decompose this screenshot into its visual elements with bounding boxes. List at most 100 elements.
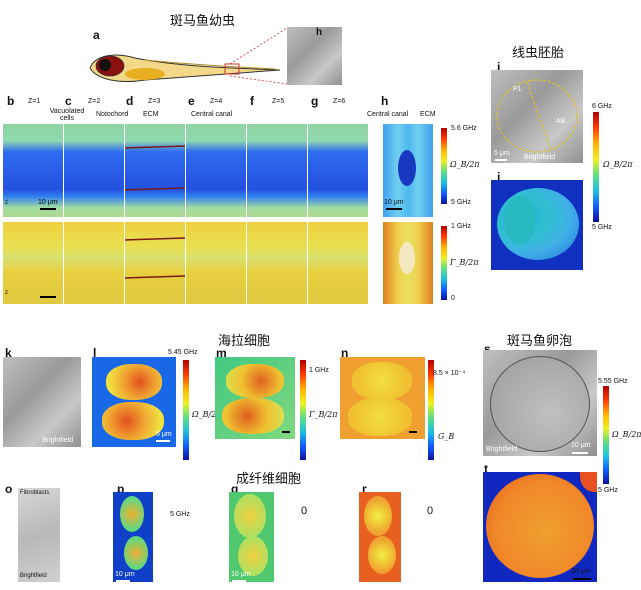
annotation-central-canal: Central canal: [191, 111, 233, 118]
brightfield-label-s: Brightfield: [486, 446, 518, 453]
panel-letter-l: l: [93, 346, 97, 360]
scalebar-h-row1: [386, 208, 402, 210]
fibroblast-2-shift: [124, 536, 148, 570]
title-nematode-embryo: 线虫胚胎: [512, 46, 565, 61]
annotation-ecm-h: ECM: [420, 111, 436, 118]
scalebar-text-b-row1: 10 μm: [38, 199, 58, 206]
panel-letter-d: d: [126, 94, 134, 108]
annotation-vacuolated-cells: Vacuolated cells: [49, 108, 85, 122]
colorbar-row2: [441, 226, 447, 300]
colorbar-row2-symbol: Γ_B/2π: [450, 258, 479, 267]
panel-c-shift: [64, 124, 124, 217]
label-ab: AB: [556, 118, 566, 125]
panel-letter-p: p: [117, 482, 125, 496]
brightfield-label-k: Brightfield: [42, 437, 74, 444]
colorbar-hela-width: [300, 360, 306, 460]
panel-g-shift: [308, 124, 368, 217]
colorbar-row1: [441, 128, 447, 204]
label-p1: P1: [513, 86, 522, 93]
zebrafish-larva-drawing: [89, 54, 281, 82]
panel-letter-k: k: [5, 346, 12, 360]
ecm-lines-row2: [125, 237, 185, 279]
panel-g-width: [308, 222, 368, 304]
colorbar-hela-gain-top: 8.5 × 10⁻⁴: [433, 370, 466, 377]
scalebar-m: [282, 431, 290, 433]
colorbar-hela-shift-top: 5.45 GHz: [168, 349, 198, 356]
panel-letter-j: j: [497, 170, 501, 184]
panel-letter-r: r: [362, 482, 367, 496]
scalebar-p: [116, 580, 130, 582]
panel-letter-g: g: [311, 94, 319, 108]
annotation-ecm: ECM: [143, 111, 159, 118]
oocyte-shift: [486, 474, 594, 578]
colorbar-hela-width-bottom: 0: [301, 505, 308, 517]
fibroblast-1-gain: [364, 496, 392, 536]
scalebar-text-q: 10 μm: [231, 571, 251, 578]
annotation-central-canal-h: Central canal: [367, 111, 409, 118]
z-label-5: Z=5: [272, 98, 285, 105]
colorbar-hela-gain-symbol: G_B: [438, 432, 455, 441]
colorbar-hela-shift-symbol: Ω_B/2π: [192, 410, 222, 419]
fibroblast-2-gain: [368, 536, 396, 574]
panel-letter-o: o: [5, 482, 13, 496]
colorbar-hela-gain-bottom: 0: [427, 505, 434, 517]
scalebar-b-row2: [40, 296, 56, 298]
colorbar-row2-top: 1 GHz: [451, 223, 471, 230]
panel-letter-f: f: [250, 94, 254, 108]
z-label-2: Z=2: [88, 98, 101, 105]
panel-e-width: [186, 222, 246, 304]
panel-letter-n: n: [341, 346, 349, 360]
scalebar-text-t: 10 μm: [571, 568, 591, 575]
brightfield-label-o: Brightfield: [20, 573, 47, 579]
scalebar-b-row1: [40, 208, 56, 210]
colorbar-oocyte: [603, 386, 609, 484]
colorbar-row1-bottom: 5 GHz: [451, 199, 471, 206]
title-zebrafish-oocyte: 斑马鱼卵泡: [507, 334, 573, 349]
title-hela-cells: 海拉细胞: [218, 334, 271, 349]
fibroblasts-label: Fibroblasts: [20, 490, 50, 496]
colorbar-row2-bottom: 0: [451, 295, 455, 302]
central-canal-h-width: [399, 242, 415, 274]
panel-letter-m: m: [216, 346, 227, 360]
panel-letter-t: t: [484, 462, 488, 476]
colorbar-hela-width-symbol: Γ_B/2π: [309, 410, 338, 419]
panel-letter-h: h: [381, 94, 389, 108]
colorbar-nematode-symbol: Ω_B/2π: [603, 160, 633, 169]
colorbar-nematode-top: 6 GHz: [592, 103, 612, 110]
colorbar-oocyte-symbol: Ω_B/2π: [612, 430, 641, 439]
colorbar-hela-width-top: 1 GHz: [309, 367, 329, 374]
colorbar-hela-shift: [183, 360, 189, 460]
colorbar-oocyte-top: 5.55 GHz: [598, 378, 628, 385]
panel-letter-e: e: [188, 94, 195, 108]
panel-b-width: [3, 222, 63, 304]
panel-e-shift: [186, 124, 246, 217]
z-label-6: Z=6: [333, 98, 346, 105]
scalebar-l: [156, 440, 170, 442]
scalebar-q: [232, 580, 246, 582]
panel-i-brightfield: [491, 70, 583, 163]
colorbar-hela-gain: [428, 360, 434, 460]
scalebar-text-p: 10 μm: [115, 571, 135, 578]
scalebar-text-i: 5 μm: [494, 150, 510, 157]
panel-letter-s: s: [484, 342, 491, 356]
colorbar-nematode: [593, 112, 599, 222]
panel-d-width: [125, 222, 185, 304]
larva-zoom-image: [287, 27, 342, 85]
scalebar-t: [573, 578, 591, 580]
fibroblast-1-width: [234, 494, 266, 538]
panel-letter-i: i: [497, 60, 501, 74]
embryo-outline: [496, 79, 578, 153]
colorbar-row1-symbol: Ω_B/2π: [450, 160, 480, 169]
z-label-1: Z=1: [28, 98, 41, 105]
fibroblast-1-shift: [120, 496, 144, 532]
fibroblast-2-width: [238, 536, 268, 576]
scalebar-s: [572, 452, 588, 454]
oocyte-brightfield: [490, 356, 590, 452]
panel-letter-h-inset: h: [316, 27, 323, 38]
scalebar-text-h-row1: 10 μm: [384, 199, 404, 206]
axis-glyph-row2: z: [5, 290, 8, 296]
oocyte-shift-corner: [580, 472, 597, 492]
ecm-lines-row1: [125, 145, 185, 191]
colorbar-row1-top: 5.6 GHz: [451, 125, 477, 132]
panel-f-width: [247, 222, 307, 304]
